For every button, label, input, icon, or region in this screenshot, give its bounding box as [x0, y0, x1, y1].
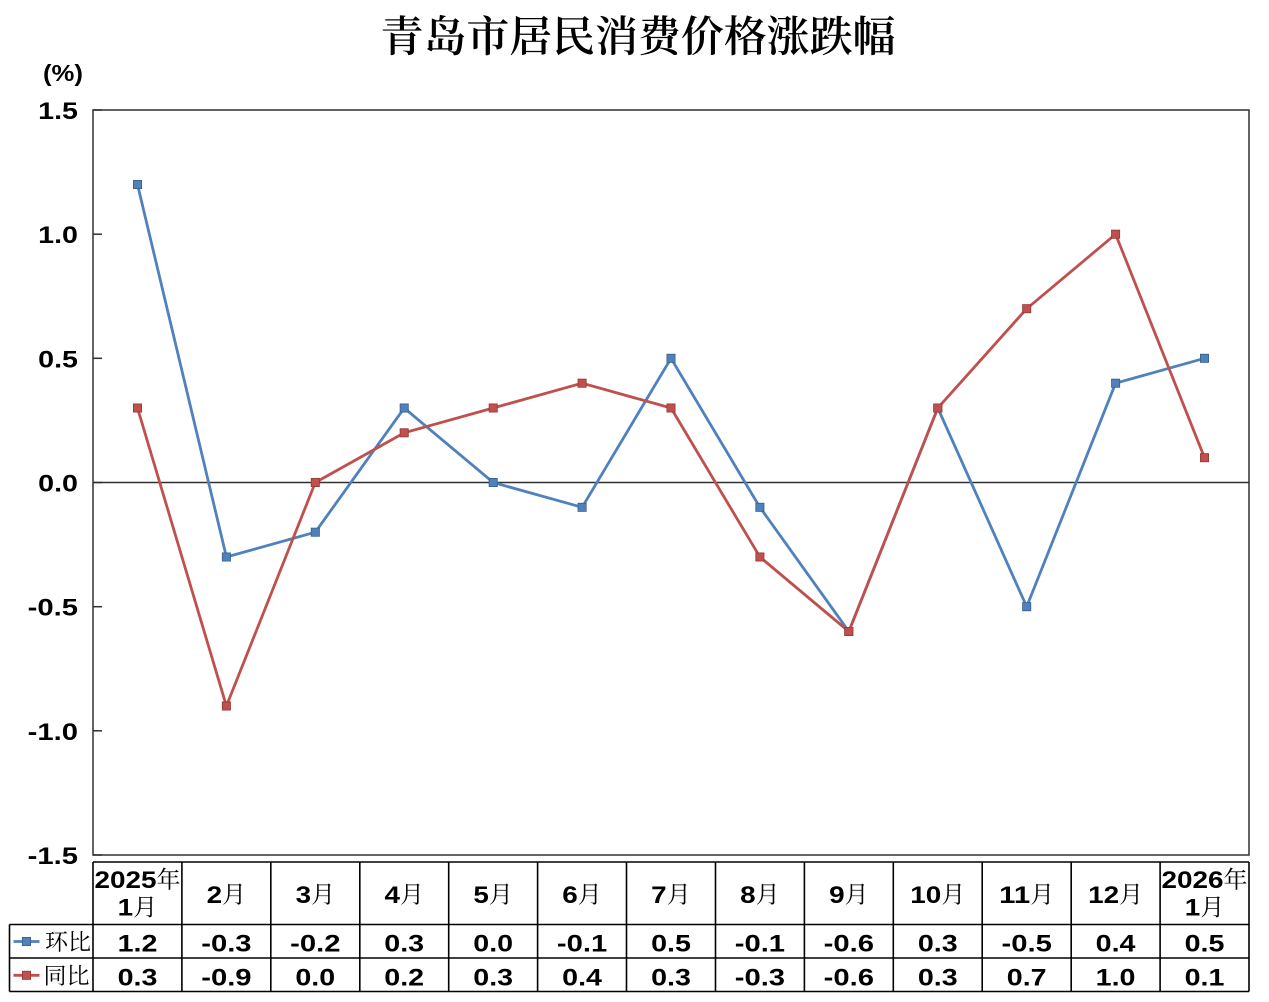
svg-text:0.0: 0.0 — [38, 471, 78, 498]
svg-text:0.5: 0.5 — [651, 930, 691, 957]
svg-text:0.3: 0.3 — [918, 964, 958, 991]
svg-text:0.3: 0.3 — [651, 964, 691, 991]
svg-text:(%): (%) — [43, 60, 83, 86]
svg-text:-0.5: -0.5 — [1002, 930, 1052, 957]
svg-text:0.0: 0.0 — [473, 930, 513, 957]
svg-text:-0.1: -0.1 — [735, 930, 785, 957]
svg-text:2026: 2026 — [1162, 867, 1224, 894]
svg-text:-0.5: -0.5 — [28, 595, 78, 622]
svg-text:-0.9: -0.9 — [201, 964, 251, 991]
svg-text:0.0: 0.0 — [295, 964, 335, 991]
svg-text:-1.0: -1.0 — [28, 719, 78, 746]
svg-text:-0.6: -0.6 — [824, 964, 874, 991]
svg-text:3: 3 — [296, 882, 312, 909]
svg-text:-0.2: -0.2 — [290, 930, 340, 957]
svg-text:9: 9 — [829, 882, 845, 909]
svg-text:8: 8 — [740, 882, 756, 909]
svg-text:0.1: 0.1 — [1185, 964, 1225, 991]
svg-text:1.2: 1.2 — [118, 930, 158, 957]
svg-text:5: 5 — [473, 882, 489, 909]
svg-text:2025: 2025 — [95, 867, 157, 894]
svg-text:0.7: 0.7 — [1007, 964, 1047, 991]
svg-text:0.5: 0.5 — [38, 346, 78, 373]
svg-text:1: 1 — [1185, 895, 1201, 922]
svg-text:0.3: 0.3 — [918, 930, 958, 957]
svg-text:-0.3: -0.3 — [201, 930, 251, 957]
svg-text:6: 6 — [562, 882, 578, 909]
svg-text:2: 2 — [207, 882, 223, 909]
svg-text:1.5: 1.5 — [38, 98, 78, 125]
svg-text:10: 10 — [910, 882, 941, 909]
svg-text:0.5: 0.5 — [1185, 930, 1225, 957]
svg-text:-0.1: -0.1 — [557, 930, 607, 957]
svg-text:11: 11 — [999, 882, 1030, 909]
svg-text:-1.5: -1.5 — [28, 843, 78, 870]
svg-text:4: 4 — [385, 882, 401, 909]
svg-text:-0.6: -0.6 — [824, 930, 874, 957]
svg-text:12: 12 — [1088, 882, 1119, 909]
svg-text:1: 1 — [118, 895, 134, 922]
svg-text:1.0: 1.0 — [1096, 964, 1136, 991]
svg-text:0.4: 0.4 — [1096, 930, 1137, 957]
svg-text:1.0: 1.0 — [38, 222, 78, 249]
svg-text:0.4: 0.4 — [562, 964, 603, 991]
svg-text:0.3: 0.3 — [118, 964, 158, 991]
svg-text:0.2: 0.2 — [384, 964, 424, 991]
svg-text:0.3: 0.3 — [384, 930, 424, 957]
svg-text:0.3: 0.3 — [473, 964, 513, 991]
svg-text:-0.3: -0.3 — [735, 964, 785, 991]
svg-text:7: 7 — [651, 882, 667, 909]
